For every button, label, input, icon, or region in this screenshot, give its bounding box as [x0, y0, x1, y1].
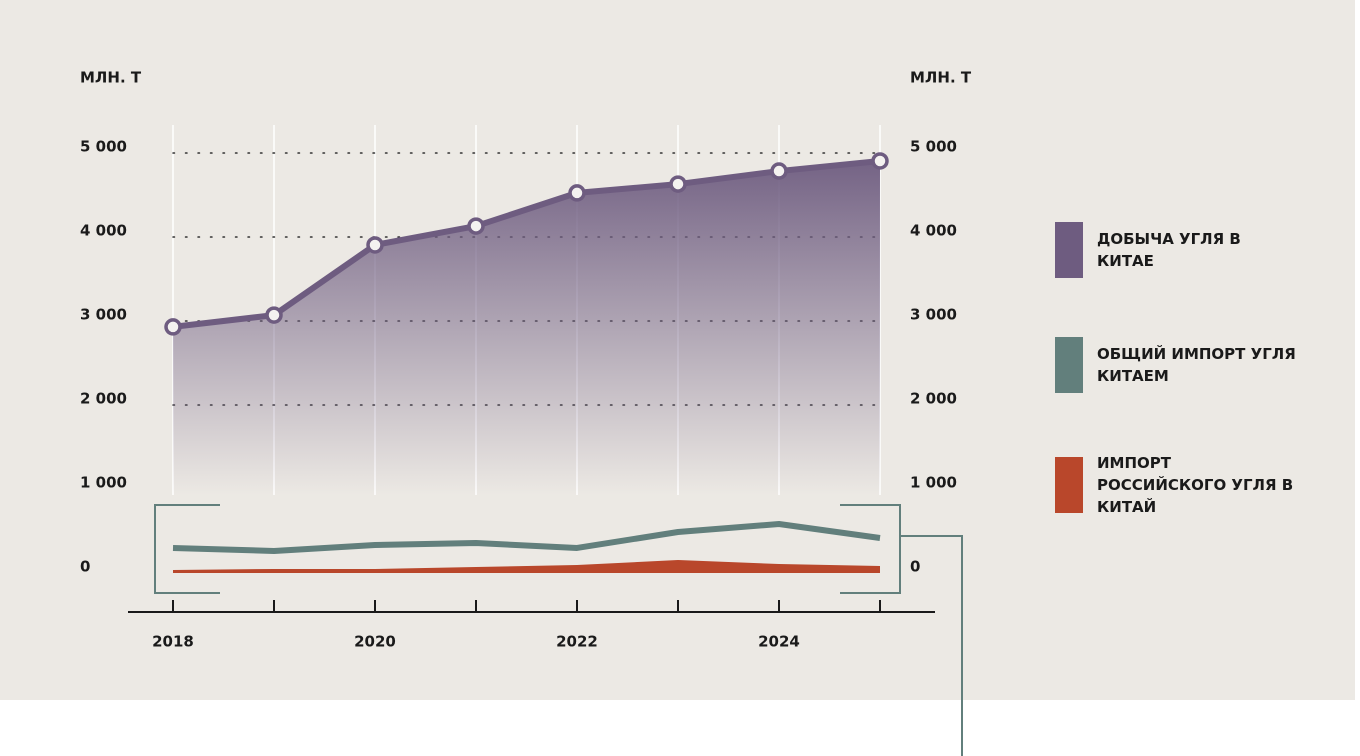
y2-tick-label: 5 000	[910, 138, 957, 156]
marker	[770, 162, 788, 180]
legend-label: ИМПОРТ РОССИЙСКОГО УГЛЯ В КИТАЙ	[1097, 454, 1294, 516]
legend-swatch	[1055, 337, 1083, 393]
marker	[871, 152, 889, 170]
marker	[164, 318, 182, 336]
y-tick-label: 3 000	[80, 306, 127, 324]
y-axis-label: МЛН. Т	[80, 69, 142, 87]
legend-swatch	[1055, 222, 1083, 278]
marker	[669, 175, 687, 193]
y2-tick-label: 1 000	[910, 474, 957, 492]
y2-tick-label: 0	[910, 558, 920, 576]
y2-tick-label: 3 000	[910, 306, 957, 324]
y-tick-label: 4 000	[80, 222, 127, 240]
brackets	[154, 504, 963, 756]
x-tick-label: 2024	[758, 633, 800, 651]
y-tick-label: 0	[80, 558, 90, 576]
y2-tick-label: 4 000	[910, 222, 957, 240]
legend-item: ДОБЫЧА УГЛЯ В КИТАЕ	[1055, 222, 1297, 278]
y2-axis-label: МЛН. Т	[910, 69, 972, 87]
x-tick-label: 2020	[354, 633, 396, 651]
y-tick-label: 5 000	[80, 138, 127, 156]
area	[173, 559, 880, 573]
marker	[568, 184, 586, 202]
legend-item: ИМПОРТ РОССИЙСКОГО УГЛЯ В КИТАЙ	[1055, 452, 1297, 518]
line	[172, 521, 881, 554]
marker	[366, 236, 384, 254]
line	[172, 157, 881, 330]
legend-label: ДОБЫЧА УГЛЯ В КИТАЕ	[1097, 230, 1241, 270]
marker	[467, 217, 485, 235]
legend-label: ОБЩИЙ ИМПОРТ УГЛЯ КИТАЕМ	[1097, 345, 1296, 385]
legend-swatch	[1055, 457, 1083, 513]
y-tick-label: 1 000	[80, 474, 127, 492]
marker	[265, 306, 283, 324]
area	[173, 160, 880, 496]
x-tick-label: 2018	[152, 633, 194, 651]
y-tick-label: 2 000	[80, 390, 127, 408]
x-tick-label: 2022	[556, 633, 598, 651]
legend-item: ОБЩИЙ ИМПОРТ УГЛЯ КИТАЕМ	[1055, 337, 1297, 393]
y2-tick-label: 2 000	[910, 390, 957, 408]
